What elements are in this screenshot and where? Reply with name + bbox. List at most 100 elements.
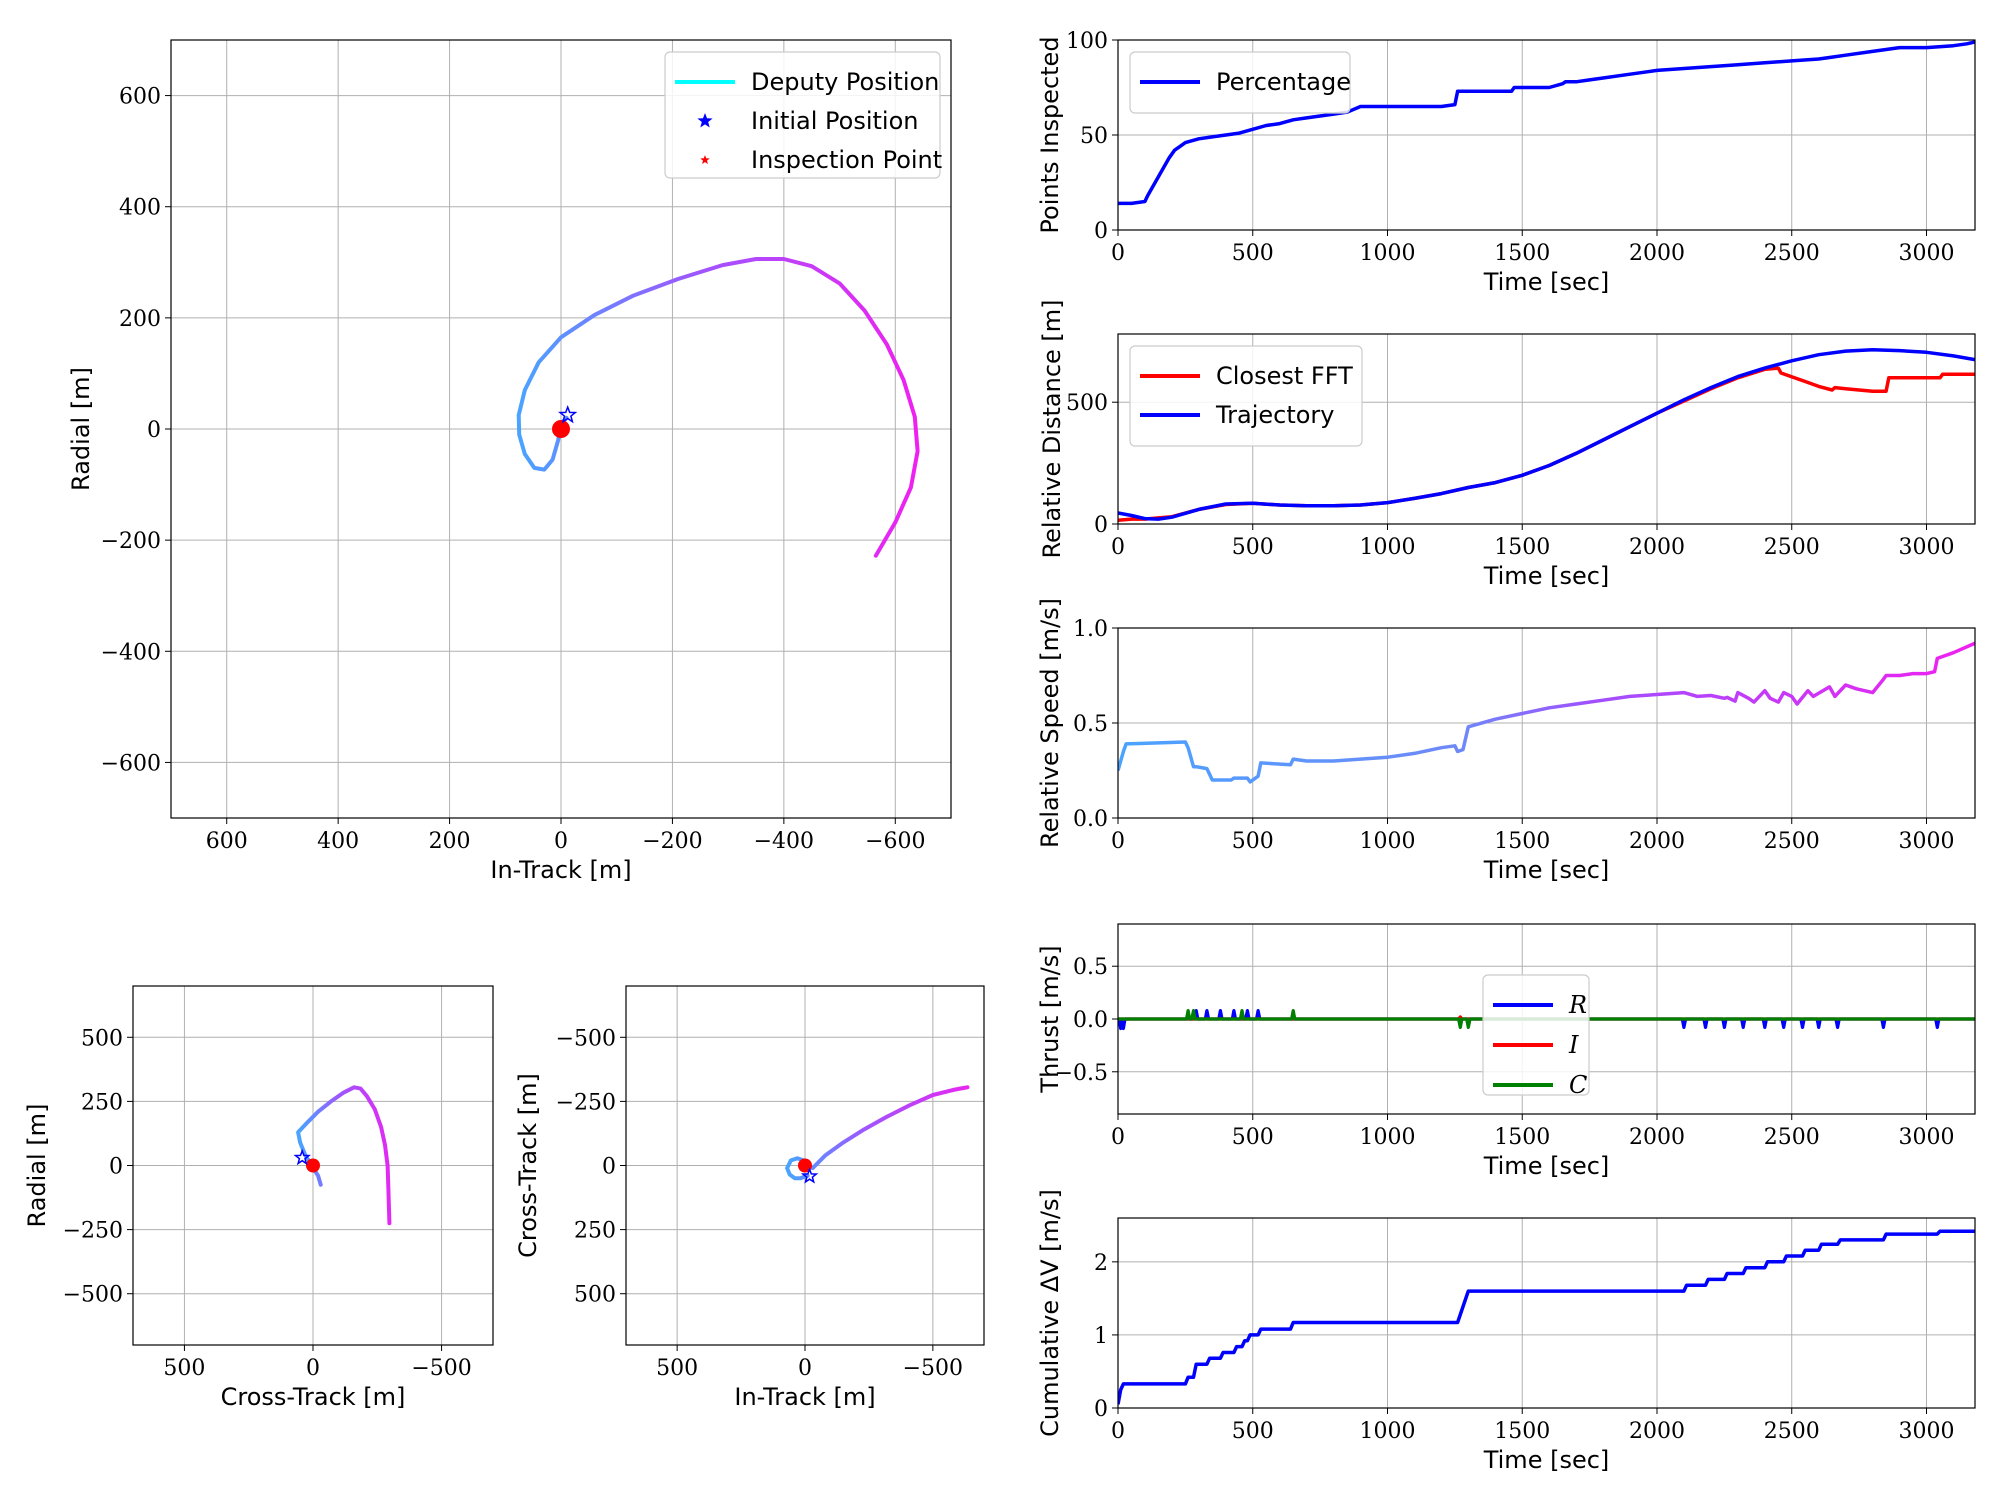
x-tick-label: 500 [1232,829,1274,854]
inspection-point-marker [798,1158,812,1173]
y-tick-label: 0 [1094,1397,1108,1422]
y-tick-label: −500 [556,1026,616,1051]
x-tick-label: 3000 [1898,241,1954,266]
plot-area [1118,348,1975,523]
chart-points-inspected: 0 500 1000 1500 2000 2500 3000 0 50 100 Time [sec]… [1036,29,1976,296]
x-tick-label: 500 [1232,1419,1274,1444]
x-tick-label: 0 [1111,1419,1125,1444]
x-tick-label: 3000 [1898,829,1954,854]
axes-frame [1117,627,1976,819]
x-tick-label: 200 [429,829,471,854]
inspection-point-marker [306,1158,320,1173]
x-tick-label: −400 [754,829,814,854]
x-tick-label: −500 [903,1356,963,1381]
x-tick-label: 2000 [1629,241,1685,266]
legend: Percentage [1129,51,1351,114]
y-tick-label: 50 [1080,124,1108,149]
axes-frame [1117,39,1976,231]
axes-frame [132,985,494,1346]
x-tick-label: 1500 [1494,829,1550,854]
x-tick-label: 0 [1111,829,1125,854]
x-tick-label: 2000 [1629,1125,1685,1150]
legend-label: C [1569,1071,1587,1099]
y-tick-label: 0 [109,1155,123,1180]
y-tick-label: −200 [101,529,161,554]
axes-frame [625,985,985,1346]
x-tick-label: 1500 [1494,1125,1550,1150]
x-tick-label: 0 [1111,535,1125,560]
y-tick-label: 0 [602,1155,616,1180]
plot-area [1118,641,1975,784]
x-tick-label: 600 [206,829,248,854]
axes-frame [1117,333,1976,525]
chart-thrust: 0 500 1000 1500 2000 2500 3000 0.5 0.0 −0.5 Time [… [1036,923,1976,1180]
legend: Deputy Position Initial Position Inspectio… [664,51,942,179]
y-tick-label: −0.5 [1055,1061,1108,1086]
plot-area [293,1085,392,1226]
y-tick-label: 0.5 [1073,712,1108,737]
y-axis-label: Thrust [m/s] [1036,945,1064,1093]
inspection-point-marker [552,420,570,438]
chart-intrack-crosstrack: 500 0 −500 −500 −250 0 250 500 In-Track [m] Cross… [514,985,985,1411]
series-line [1118,40,1975,206]
y-tick-label: 600 [119,85,161,110]
legend-box [1129,345,1363,447]
series-line [1118,1229,1975,1405]
legend-label: Closest FFT [1216,362,1353,390]
y-tick-label: 250 [574,1219,616,1244]
plot-area [1118,1229,1975,1405]
legend-swatch-inspection [700,155,710,164]
chart-cumulative-dv: 0 500 1000 1500 2000 2500 3000 0 1 2 Time [sec] Cum… [1036,1189,1976,1474]
initial-position-marker [293,1148,311,1166]
x-tick-label: 3000 [1898,535,1954,560]
y-axis-label: Points Inspected [1036,36,1064,233]
y-axis-label: Radial [m] [23,1104,51,1228]
x-tick-label: 1000 [1359,1419,1415,1444]
x-axis-label: Time [sec] [1483,268,1610,296]
chart-relative-distance: 0 500 1000 1500 2000 2500 3000 0 500 Time [sec] Re… [1038,299,1976,590]
x-tick-label: 2500 [1764,829,1820,854]
deputy-trajectory-line [516,257,920,558]
x-tick-label: 0 [1111,1125,1125,1150]
legend-label: Inspection Point [751,146,942,174]
legend: RIC [1482,974,1590,1099]
x-tick-label: 500 [163,1356,205,1381]
y-tick-label: 0.0 [1073,1008,1108,1033]
x-tick-label: 2000 [1629,535,1685,560]
x-tick-label: 1000 [1359,1125,1415,1150]
x-axis-label: Time [sec] [1483,562,1610,590]
y-tick-label: 2 [1094,1251,1108,1276]
x-axis-label: Cross-Track [m] [221,1383,406,1411]
y-tick-label: 500 [574,1283,616,1308]
y-tick-label: 500 [81,1026,123,1051]
plot-area [1118,40,1975,206]
y-tick-label: 0 [147,418,161,443]
y-axis-label: Cumulative ΔV [m/s] [1036,1189,1064,1437]
legend: Closest FFT Trajectory [1129,345,1363,447]
x-tick-label: 2500 [1764,1125,1820,1150]
x-tick-label: 3000 [1898,1125,1954,1150]
x-axis-label: Time [sec] [1483,1152,1610,1180]
x-tick-label: 1000 [1359,535,1415,560]
y-tick-label: 1 [1094,1324,1108,1349]
axes-frame [170,39,952,819]
legend-label: I [1568,1031,1579,1059]
x-axis-label: Time [sec] [1483,856,1610,884]
legend-label: Trajectory [1215,401,1335,429]
x-tick-label: 2500 [1764,535,1820,560]
x-tick-label: 1500 [1494,535,1550,560]
x-tick-label: 2500 [1764,241,1820,266]
x-tick-label: 0 [554,829,568,854]
y-axis-label: Relative Distance [m] [1038,299,1066,558]
plot-area [516,257,920,558]
plot-area [1118,1009,1975,1031]
legend-box [1129,51,1351,114]
x-tick-label: −200 [642,829,702,854]
series-line [1118,348,1975,521]
y-tick-label: −600 [101,751,161,776]
y-axis-label: Radial [m] [67,367,95,491]
deputy-trajectory-line [296,1085,392,1226]
x-tick-label: 0 [798,1356,812,1381]
legend-label: Initial Position [751,107,918,135]
